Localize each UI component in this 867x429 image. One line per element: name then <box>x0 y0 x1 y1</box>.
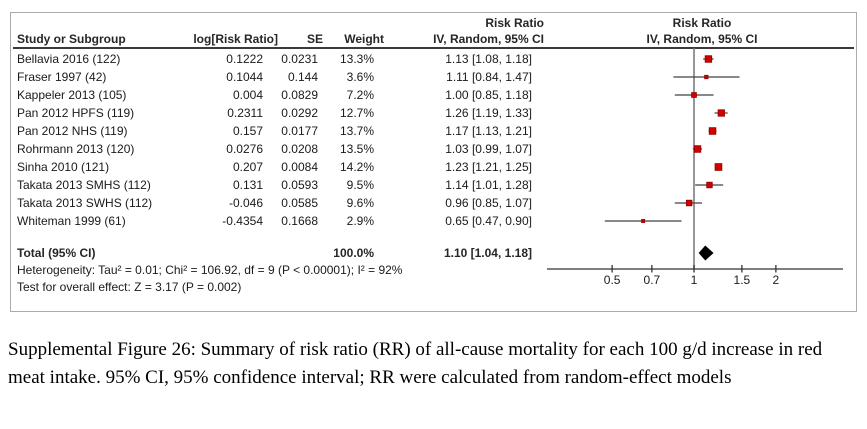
study-weight: 7.2% <box>346 88 374 102</box>
study-row: Rohrmann 2013 (120) 0.0276 0.0208 13.5% … <box>11 140 856 158</box>
study-name: Fraser 1997 (42) <box>17 70 107 84</box>
study-estimate: 1.00 [0.85, 1.18] <box>445 88 532 102</box>
total-label: Total (95% CI) <box>17 246 96 260</box>
plot-group-header: Risk Ratio <box>672 16 732 30</box>
study-name: Pan 2012 HPFS (119) <box>17 106 135 120</box>
total-weight: 100.0% <box>333 246 374 260</box>
study-weight: 13.7% <box>339 124 374 138</box>
study-row: Sinha 2010 (121) 0.207 0.0084 14.2% 1.23… <box>11 158 856 176</box>
heterogeneity-text: Heterogeneity: Tau² = 0.01; Chi² = 106.9… <box>17 263 403 277</box>
study-name: Pan 2012 NHS (119) <box>17 124 128 138</box>
study-se: 0.0829 <box>281 88 318 102</box>
overall-effect-text: Test for overall effect: Z = 3.17 (P = 0… <box>17 280 242 294</box>
study-weight: 2.9% <box>346 214 374 228</box>
study-name: Takata 2013 SWHS (112) <box>17 196 153 210</box>
header-rule <box>13 47 854 49</box>
study-estimate: 1.03 [0.99, 1.07] <box>445 142 532 156</box>
study-se: 0.0208 <box>281 142 318 156</box>
study-row: Pan 2012 HPFS (119) 0.2311 0.0292 12.7% … <box>11 104 856 122</box>
study-rows: Bellavia 2016 (122) 0.1222 0.0231 13.3% … <box>11 50 856 296</box>
study-row: Takata 2013 SWHS (112) -0.046 0.0585 9.6… <box>11 194 856 212</box>
study-log-rr: 0.2311 <box>227 106 263 120</box>
study-log-rr: 0.004 <box>232 88 263 102</box>
study-weight: 12.7% <box>339 106 374 120</box>
study-se: 0.0585 <box>281 196 318 210</box>
study-log-rr: 0.1222 <box>226 52 263 66</box>
row-spacer <box>11 230 856 244</box>
study-log-rr: 0.1044 <box>226 70 263 84</box>
figure-caption: Supplemental Figure 26: Summary of risk … <box>8 339 823 388</box>
study-name: Rohrmann 2013 (120) <box>17 142 135 156</box>
study-estimate: 0.96 [0.85, 1.07] <box>445 196 532 210</box>
total-row: Total (95% CI) 100.0% 1.10 [1.04, 1.18] <box>11 244 856 262</box>
study-log-rr: 0.131 <box>232 178 263 192</box>
study-estimate: 1.17 [1.13, 1.21] <box>445 124 532 138</box>
study-weight: 3.6% <box>346 70 374 84</box>
study-estimate: 1.14 [1.01, 1.28] <box>445 178 532 192</box>
study-name: Takata 2013 SMHS (112) <box>17 178 151 192</box>
column-header-estimate: IV, Random, 95% CI <box>433 32 544 46</box>
study-log-rr: -0.046 <box>228 196 263 210</box>
study-log-rr: 0.157 <box>232 124 263 138</box>
total-estimate: 1.10 [1.04, 1.18] <box>443 246 532 260</box>
study-se: 0.0593 <box>281 178 318 192</box>
study-weight: 13.3% <box>339 52 374 66</box>
study-name: Whiteman 1999 (61) <box>17 214 126 228</box>
study-log-rr: 0.207 <box>232 160 263 174</box>
study-weight: 9.6% <box>346 196 374 210</box>
column-header-plot: IV, Random, 95% CI <box>646 32 758 46</box>
column-header-se: SE <box>306 32 323 46</box>
study-weight: 9.5% <box>346 178 374 192</box>
study-log-rr: -0.4354 <box>222 214 263 228</box>
estimate-group-header: Risk Ratio <box>485 16 544 30</box>
study-row: Takata 2013 SMHS (112) 0.131 0.0593 9.5%… <box>11 176 856 194</box>
study-se: 0.0177 <box>281 124 318 138</box>
study-row: Bellavia 2016 (122) 0.1222 0.0231 13.3% … <box>11 50 856 68</box>
study-se: 0.144 <box>287 70 318 84</box>
study-se: 0.0084 <box>281 160 318 174</box>
study-name: Kappeler 2013 (105) <box>17 88 127 102</box>
study-estimate: 1.23 [1.21, 1.25] <box>445 160 532 174</box>
header-columns-row: Study or Subgroup log[Risk Ratio] SE Wei… <box>11 32 856 47</box>
study-row: Kappeler 2013 (105) 0.004 0.0829 7.2% 1.… <box>11 86 856 104</box>
study-estimate: 1.26 [1.19, 1.33] <box>445 106 532 120</box>
forest-plot-figure: Risk Ratio Risk Ratio Study or Subgroup … <box>10 12 857 312</box>
column-header-study: Study or Subgroup <box>17 32 126 46</box>
column-header-log-rr: log[Risk Ratio] <box>193 32 278 46</box>
study-se: 0.0292 <box>281 106 318 120</box>
study-estimate: 1.11 [0.84, 1.47] <box>446 70 532 84</box>
study-log-rr: 0.0276 <box>226 142 263 156</box>
study-estimate: 1.13 [1.08, 1.18] <box>445 52 532 66</box>
study-se: 0.0231 <box>281 52 318 66</box>
study-row: Fraser 1997 (42) 0.1044 0.144 3.6% 1.11 … <box>11 68 856 86</box>
study-name: Bellavia 2016 (122) <box>17 52 121 66</box>
study-name: Sinha 2010 (121) <box>17 160 110 174</box>
header-spacer <box>11 16 384 31</box>
study-se: 0.1668 <box>281 214 318 228</box>
total-log-spacer <box>191 244 278 262</box>
study-weight: 14.2% <box>339 160 374 174</box>
header-group-row: Risk Ratio Risk Ratio <box>11 16 856 31</box>
total-se-spacer <box>278 244 323 262</box>
study-weight: 13.5% <box>339 142 374 156</box>
study-estimate: 0.65 [0.47, 0.90] <box>445 214 532 228</box>
column-header-weight: Weight <box>344 32 384 46</box>
study-row: Pan 2012 NHS (119) 0.157 0.0177 13.7% 1.… <box>11 122 856 140</box>
study-row: Whiteman 1999 (61) -0.4354 0.1668 2.9% 0… <box>11 212 856 230</box>
